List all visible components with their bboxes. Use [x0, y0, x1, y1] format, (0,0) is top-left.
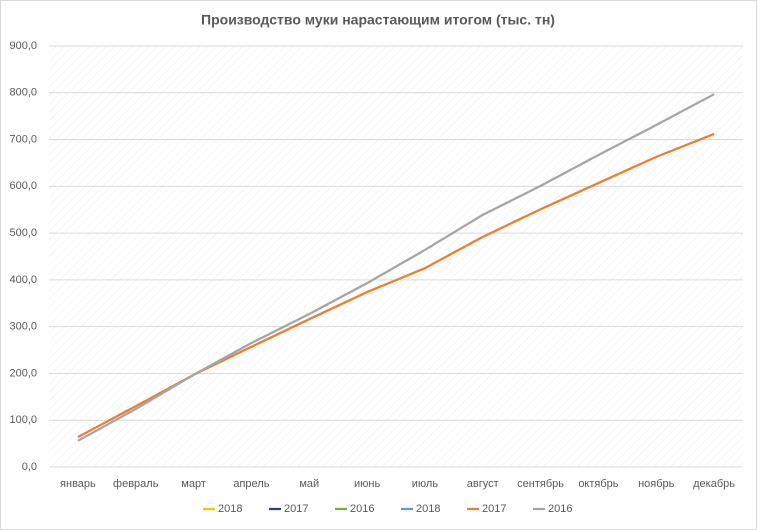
plot-area: [49, 46, 743, 467]
x-tick-label: июль: [412, 478, 439, 490]
legend-label: 2016: [350, 503, 374, 515]
y-tick-label: 500,0: [9, 227, 37, 239]
y-tick-label: 300,0: [9, 321, 37, 333]
x-tick-label: ноябрь: [638, 478, 675, 490]
y-tick-label: 0,0: [22, 461, 37, 473]
legend-label: 2017: [284, 503, 308, 515]
x-tick-label: сентябрь: [517, 478, 564, 490]
chart-title: Производство муки нарастающим итогом (ты…: [201, 12, 555, 28]
legend-label: 2016: [548, 503, 572, 515]
y-tick-label: 900,0: [9, 40, 37, 52]
y-tick-label: 800,0: [9, 87, 37, 99]
x-tick-label: январь: [60, 478, 96, 490]
series-line: [77, 93, 715, 442]
x-tick-label: февраль: [113, 478, 159, 490]
y-tick-label: 200,0: [9, 367, 37, 379]
x-tick-label: май: [299, 478, 319, 490]
y-tick-label: 700,0: [9, 133, 37, 145]
legend-label: 2018: [218, 503, 242, 515]
x-tick-label: март: [181, 478, 206, 490]
legend-label: 2017: [482, 503, 506, 515]
legend-label: 2018: [416, 503, 440, 515]
x-tick-label: август: [467, 478, 499, 490]
x-tick-label: декабрь: [693, 478, 735, 490]
x-tick-label: апрель: [233, 478, 269, 490]
y-tick-label: 600,0: [9, 180, 37, 192]
x-tick-label: июнь: [354, 478, 380, 490]
y-tick-label: 100,0: [9, 414, 37, 426]
x-tick-label: октябрь: [578, 478, 618, 490]
y-tick-label: 400,0: [9, 274, 37, 286]
